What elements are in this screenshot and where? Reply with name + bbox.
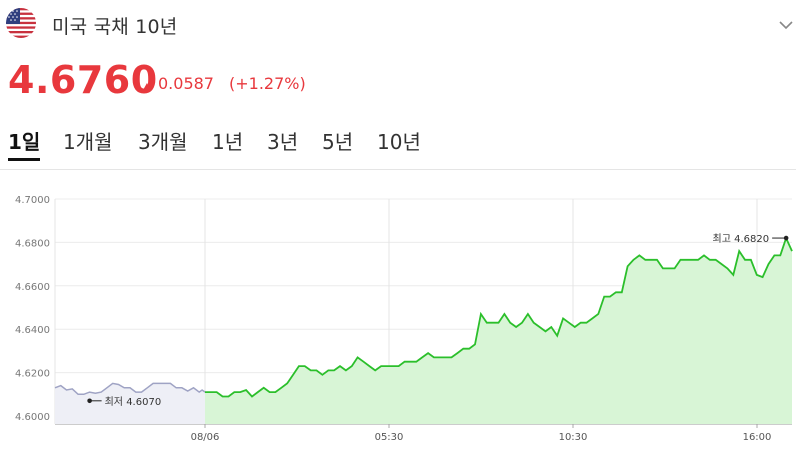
current-session-area [205,238,792,424]
tab-3m[interactable]: 3개월 [138,130,188,154]
tab-5y[interactable]: 5년 [322,130,354,154]
y-tick-label: 4.7000 [15,195,50,206]
active-tab-indicator [8,158,40,161]
us-flag-icon [6,8,36,38]
tab-10y[interactable]: 10년 [377,130,421,154]
high-label: 최고 4.6820 [713,233,770,245]
current-session-line [205,235,793,398]
header: 미국 국채 10년 [0,0,796,50]
chevron-down-icon[interactable] [778,16,794,30]
x-tick-label: 08/06 [191,432,220,443]
y-tick-label: 4.6400 [15,325,50,336]
triangle-up-icon [142,77,152,91]
divider [0,169,796,170]
price-change: 0.0587 [158,74,214,93]
x-tick-label: 16:00 [743,432,772,443]
current-price: 4.6760 [8,58,158,102]
tab-3y[interactable]: 3년 [267,130,299,154]
tab-1m[interactable]: 1개월 [63,130,113,154]
previous-session-area [55,383,205,424]
y-tick-label: 4.6600 [15,282,50,293]
x-tick-label: 10:30 [559,432,588,443]
price-change-percent: (+1.27%) [229,74,306,93]
previous-session-line [54,382,206,396]
price-chart[interactable]: 4.7000 4.6800 4.6600 4.6400 4.6200 4.6000 08/0… [0,170,796,451]
tab-1d[interactable]: 1일 [8,130,41,154]
line-chart-svg: 4.7000 4.6800 4.6600 4.6400 4.6200 4.6000 08/0… [15,195,793,443]
y-tick-label: 4.6800 [15,238,50,249]
instrument-title: 미국 국채 10년 [52,16,178,38]
y-tick-label: 4.6200 [15,369,50,380]
y-tick-label: 4.6000 [15,412,50,423]
low-label: 최저 4.6070 [105,396,162,408]
tab-1y[interactable]: 1년 [212,130,244,154]
x-tick-label: 05:30 [375,432,404,443]
